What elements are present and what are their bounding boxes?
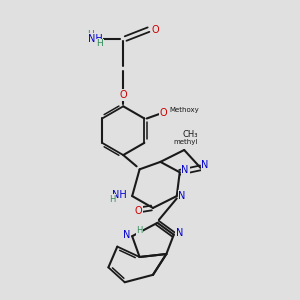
Text: H: H xyxy=(87,30,94,39)
Text: N: N xyxy=(182,165,189,175)
Text: H: H xyxy=(136,226,143,235)
Text: H: H xyxy=(109,194,115,203)
Text: N: N xyxy=(201,160,209,170)
Text: N: N xyxy=(178,191,186,201)
Text: O: O xyxy=(135,206,142,216)
Text: CH₃: CH₃ xyxy=(183,130,198,139)
Text: N: N xyxy=(176,228,183,238)
Text: N: N xyxy=(122,230,130,240)
Text: O: O xyxy=(160,108,167,118)
Text: NH: NH xyxy=(112,190,127,200)
Text: NH: NH xyxy=(88,34,102,44)
Text: H: H xyxy=(96,39,103,48)
Text: Methoxy: Methoxy xyxy=(169,107,199,113)
Text: O: O xyxy=(119,90,127,100)
Text: methyl: methyl xyxy=(173,139,198,145)
Text: O: O xyxy=(152,25,159,34)
